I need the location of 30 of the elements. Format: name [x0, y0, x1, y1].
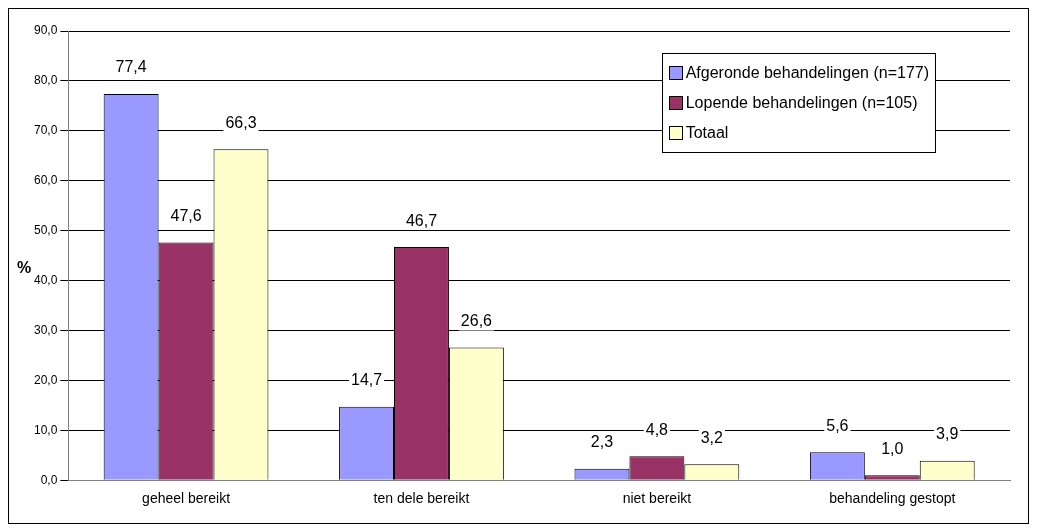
data-label: 26,6: [460, 311, 493, 329]
y-tick-label: 0,0: [40, 472, 58, 487]
data-label: 3,2: [700, 428, 724, 446]
y-tick-label: 80,0: [34, 73, 58, 88]
y-tick-label: 50,0: [34, 222, 58, 237]
y-tick-label: 30,0: [34, 322, 58, 337]
y-tick-label: 60,0: [34, 173, 58, 188]
data-label: 77,4: [115, 58, 147, 76]
x-tick-label: behandeling gestopt: [829, 490, 956, 507]
legend-label: Afgeronde behandelingen (n=177): [685, 63, 929, 83]
data-label: 2,3: [590, 433, 614, 451]
y-tick-label: 40,0: [34, 272, 58, 287]
y-tick-label: 20,0: [34, 372, 58, 387]
data-label: 4,8: [645, 420, 669, 438]
y-tick-label: 90,0: [34, 23, 58, 38]
data-label: 3,9: [936, 425, 959, 443]
data-label: 46,7: [405, 211, 438, 229]
data-label: 1,0: [881, 439, 904, 457]
x-tick-label: geheel bereikt: [142, 490, 231, 507]
y-tick-label: 70,0: [34, 123, 58, 138]
y-tick-label: 10,0: [34, 422, 58, 437]
x-tick-label: niet bereikt: [622, 490, 692, 507]
x-tick-label: ten dele bereikt: [373, 490, 470, 507]
data-label: 66,3: [225, 113, 257, 131]
y-axis-title: %: [17, 259, 32, 277]
data-label: 14,7: [350, 371, 383, 389]
legend-label: Lopende behandelingen (n=105): [685, 93, 918, 113]
data-label: 5,6: [826, 416, 849, 434]
data-label: 47,6: [170, 207, 202, 225]
legend-label: Totaal: [685, 123, 729, 143]
